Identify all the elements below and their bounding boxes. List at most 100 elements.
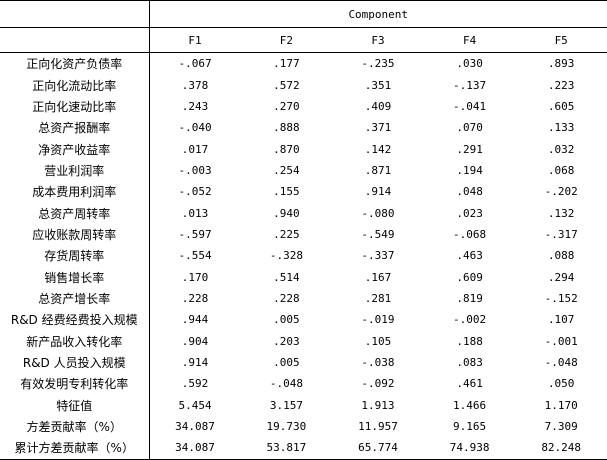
cell-f1: -.554 [148,245,241,267]
cell-f3: -.038 [361,355,395,369]
column-header-f2: F2 [240,27,333,53]
cell-f4: .291 [456,142,483,156]
cell-f2: .514 [273,270,300,284]
table-row: R&D 人员投入规模 .914 .005 -.038 .083 -.048 [0,351,607,374]
column-header-f3: F3 [332,27,424,53]
cell-f5: 7.309 [544,420,578,434]
row-label: 有效发明专利转化率 [20,377,129,392]
cell-f3: -.337 [361,249,395,263]
cell-f4: .030 [456,57,483,71]
cell-f4: -.002 [453,313,487,327]
cell-f3: .351 [364,78,392,92]
cell-f1: .228 [148,287,241,310]
cell-f1: .013 [148,202,241,224]
row-label: 方差贡献率（%） [26,420,122,435]
table-row: 有效发明专利转化率 .592 -.048 -.092 .461 .050 [0,373,607,395]
row-label: 成本费用利润率 [32,185,117,200]
cell-f1: -.003 [148,159,241,182]
cell-f2: .225 [273,227,300,241]
cell-f2: .870 [273,142,300,156]
cell-f4: .819 [456,291,483,305]
cell-f1: -.040 [148,117,241,139]
row-label: 存货周转率 [44,249,105,264]
row-label: 正向化流动比率 [32,78,117,93]
table-row: 方差贡献率（%） 34.087 19.730 11.957 9.165 7.309 [0,415,607,438]
row-label: 特征值 [56,398,93,413]
cell-f5: -.001 [544,334,578,348]
cell-f1: 34.087 [148,415,241,438]
cell-f4: 9.165 [453,420,487,434]
cell-f5: -.048 [544,355,578,369]
cell-f5: 1.170 [544,398,578,412]
cell-f4: .023 [456,206,483,220]
cell-f2: 19.730 [266,420,307,434]
cell-f2: .940 [273,206,300,220]
cell-f2: .228 [273,291,300,305]
row-label: 销售增长率 [44,270,105,285]
table-row: 存货周转率 -.554 -.328 -.337 .463 .088 [0,245,607,267]
cell-f3: -.235 [361,57,395,71]
table-row: 成本费用利润率 -.052 .155 .914 .048 -.202 [0,181,607,203]
cell-f1: .944 [148,309,241,331]
cell-f5: .068 [547,163,575,177]
row-label: 应收账款周转率 [32,227,117,242]
row-label: 总资产增长率 [38,291,111,306]
cell-f4: .083 [456,355,483,369]
cell-f3: 65.774 [332,437,424,460]
cell-f4: .070 [456,121,483,135]
row-label: 总资产周转率 [38,206,111,221]
cell-f1: 34.087 [148,437,241,460]
cell-f4: 1.466 [453,398,487,412]
table-row: 正向化资产负债率 -.067 .177 -.235 .030 .893 [0,52,607,75]
cell-f2: .155 [273,185,300,199]
cell-f2: .254 [273,163,300,177]
cell-f1: .170 [148,266,241,288]
cell-f3: .142 [364,142,392,156]
table-row: 新产品收入转化率 .904 .203 .105 .188 -.001 [0,330,607,352]
cell-f4: -.068 [453,227,487,241]
cell-f1: -.052 [148,181,241,203]
table-row: 累计方差贡献率（%） 34.087 53.817 65.774 74.938 82.248 [0,437,607,460]
cell-f3: .409 [364,99,392,113]
cell-f2: .177 [273,57,300,71]
column-header-f5: F5 [515,27,607,53]
cell-f2: -.048 [269,377,303,391]
cell-f1: .243 [148,95,241,118]
cell-f5: .032 [547,142,575,156]
cell-f5: .605 [547,99,575,113]
header-row-group: Component [0,0,607,28]
cell-f5: .107 [547,313,575,327]
cell-f4: .048 [456,185,483,199]
component-header: Component [148,0,607,28]
row-label: R&D 人员投入规模 [22,355,126,370]
column-header-f1: F1 [148,27,241,53]
cell-f3: -.019 [361,313,395,327]
cell-f3: .371 [364,121,392,135]
table-row: 总资产周转率 .013 .940 -.080 .023 .132 [0,202,607,224]
column-header-f4: F4 [423,27,516,53]
row-label: 正向化速动比率 [32,99,117,114]
cell-f1: .592 [148,373,241,395]
table-row: R&D 经费经费投入规模 .944 .005 -.019 -.002 .107 [0,309,607,331]
cell-f1: -.067 [148,52,241,75]
cell-f5: -.152 [544,291,578,305]
table-row: 净资产收益率 .017 .870 .142 .291 .032 [0,138,607,160]
cell-f1: .017 [148,138,241,160]
table-row: 正向化流动比率 .378 .572 .351 -.137 .223 [0,74,607,96]
cell-f5: -.317 [544,227,578,241]
cell-f5: .050 [547,377,575,391]
cell-f4: -.137 [453,78,487,92]
cell-f4: .463 [456,249,483,263]
cell-f5: .088 [547,249,575,263]
cell-f4: .609 [456,270,483,284]
cell-f5: -.202 [544,185,578,199]
cell-f3: .281 [364,291,392,305]
row-label: 营业利润率 [44,163,105,178]
row-label: 总资产报酬率 [38,121,111,136]
cell-f2: 3.157 [269,398,303,412]
cell-f3: 11.957 [358,420,398,434]
cell-f5: .223 [547,78,575,92]
row-label: 正向化资产负债率 [26,57,123,72]
row-label: 累计方差贡献率（%） [0,437,149,460]
